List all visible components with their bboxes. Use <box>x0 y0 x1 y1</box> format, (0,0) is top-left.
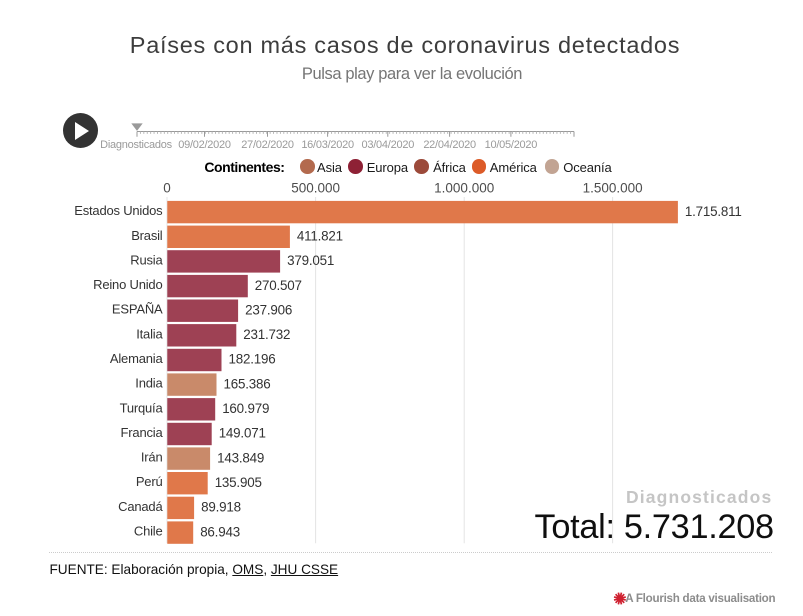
svg-text:Italia: Italia <box>136 326 163 341</box>
svg-text:Turquía: Turquía <box>120 400 164 415</box>
svg-text:379.051: 379.051 <box>287 253 334 268</box>
svg-text:182.196: 182.196 <box>229 352 276 367</box>
svg-text:160.979: 160.979 <box>222 401 269 416</box>
svg-text:135.905: 135.905 <box>215 475 262 490</box>
svg-text:Irán: Irán <box>141 450 163 465</box>
svg-text:231.732: 231.732 <box>243 327 290 342</box>
svg-text:1.500.000: 1.500.000 <box>583 180 643 195</box>
svg-text:16/03/2020: 16/03/2020 <box>301 139 354 151</box>
svg-text:09/02/2020: 09/02/2020 <box>178 139 231 151</box>
svg-text:1.715.811: 1.715.811 <box>685 204 742 219</box>
svg-text:03/04/2020: 03/04/2020 <box>362 139 415 151</box>
svg-text:86.943: 86.943 <box>200 524 240 539</box>
svg-text:22/04/2020: 22/04/2020 <box>423 139 476 151</box>
svg-text:Francia: Francia <box>121 425 164 440</box>
svg-text:10/05/2020: 10/05/2020 <box>485 139 538 151</box>
svg-text:89.918: 89.918 <box>201 500 241 515</box>
svg-text:Canadá: Canadá <box>118 499 163 514</box>
svg-text:Perú: Perú <box>136 474 163 489</box>
svg-text:270.507: 270.507 <box>255 278 302 293</box>
svg-text:India: India <box>135 376 163 391</box>
svg-text:237.906: 237.906 <box>245 302 292 317</box>
svg-text:Brasil: Brasil <box>131 228 163 243</box>
svg-text:500.000: 500.000 <box>291 180 340 195</box>
svg-text:ESPAÑA: ESPAÑA <box>112 302 163 317</box>
svg-text:Reino Unido: Reino Unido <box>93 277 162 292</box>
svg-text:143.849: 143.849 <box>217 450 264 465</box>
svg-text:149.071: 149.071 <box>219 426 266 441</box>
svg-text:1.000.000: 1.000.000 <box>434 180 494 195</box>
svg-text:Estados Unidos: Estados Unidos <box>74 203 163 218</box>
svg-text:Alemania: Alemania <box>110 351 164 366</box>
svg-text:27/02/2020: 27/02/2020 <box>241 139 294 151</box>
svg-text:Chile: Chile <box>134 524 163 539</box>
svg-text:411.821: 411.821 <box>297 229 343 244</box>
svg-text:165.386: 165.386 <box>224 376 271 391</box>
svg-text:0: 0 <box>163 180 171 195</box>
svg-text:Diagnosticados: Diagnosticados <box>100 139 172 151</box>
svg-text:Rusia: Rusia <box>130 252 163 267</box>
